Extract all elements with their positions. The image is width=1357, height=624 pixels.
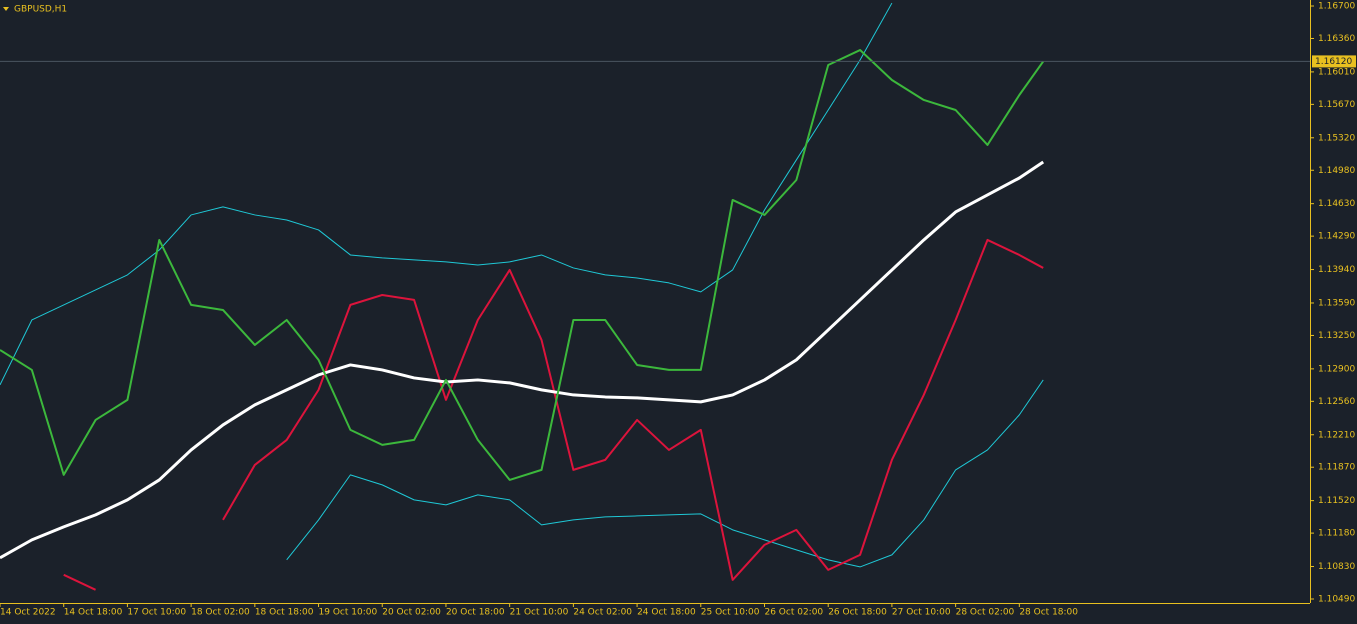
x-tick-label: 27 Oct 10:00: [892, 608, 951, 618]
y-tick-label: 1.12560: [1318, 397, 1355, 407]
y-tick-label: 1.12210: [1318, 430, 1355, 440]
x-tick-label: 25 Oct 10:00: [701, 608, 760, 618]
x-tick-label: 18 Oct 02:00: [191, 608, 250, 618]
series-line: [0, 2, 893, 386]
y-tick-label: 1.14290: [1318, 232, 1355, 242]
x-tick-label: 24 Oct 02:00: [573, 608, 632, 618]
x-tick-label: 20 Oct 18:00: [446, 608, 505, 618]
price-label: 1.16120: [1315, 57, 1352, 67]
y-tick-label: 1.13250: [1318, 331, 1355, 341]
y-tick-label: 1.16010: [1318, 67, 1355, 77]
y-tick-label: 1.13940: [1318, 265, 1355, 275]
menu-arrow[interactable]: [3, 7, 9, 11]
y-tick-label: 1.13590: [1318, 298, 1355, 308]
x-tick-label: 24 Oct 18:00: [637, 608, 696, 618]
chart-title: GBPUSD,H1: [14, 5, 67, 15]
y-tick-label: 1.11180: [1318, 529, 1355, 539]
plot-area: [0, 2, 1045, 591]
y-tick-label: 1.12900: [1318, 364, 1355, 374]
x-tick-label: 14 Oct 2022: [0, 608, 56, 618]
series-line: [286, 379, 1044, 568]
x-tick-label: 28 Oct 02:00: [956, 608, 1015, 618]
y-tick-label: 1.14630: [1318, 199, 1355, 209]
y-tick-label: 1.15670: [1318, 100, 1355, 110]
y-tick-label: 1.10490: [1318, 594, 1355, 604]
x-tick-label: 17 Oct 10:00: [127, 608, 186, 618]
x-tick-label: 20 Oct 02:00: [382, 608, 441, 618]
series-line: [63, 238, 1044, 591]
series-line: [0, 160, 1045, 560]
y-tick-label: 1.10830: [1318, 562, 1355, 572]
y-tick-label: 1.11520: [1318, 496, 1355, 506]
x-tick-label: 26 Oct 18:00: [828, 608, 887, 618]
series-line: [0, 49, 1045, 481]
y-tick-label: 1.16360: [1318, 34, 1355, 44]
y-tick-label: 1.15320: [1318, 133, 1355, 143]
x-tick-label: 21 Oct 10:00: [510, 608, 569, 618]
x-tick-label: 28 Oct 18:00: [1019, 608, 1078, 618]
y-tick-label: 1.11870: [1318, 463, 1355, 473]
x-tick-label: 19 Oct 10:00: [319, 608, 378, 618]
x-tick-label: 26 Oct 02:00: [764, 608, 823, 618]
price-label-box: [1312, 55, 1356, 68]
y-tick-label: 1.16700: [1318, 2, 1355, 12]
y-tick-label: 1.14980: [1318, 166, 1355, 176]
x-tick-label: 14 Oct 18:00: [64, 608, 123, 618]
x-tick-label: 18 Oct 18:00: [255, 608, 314, 618]
